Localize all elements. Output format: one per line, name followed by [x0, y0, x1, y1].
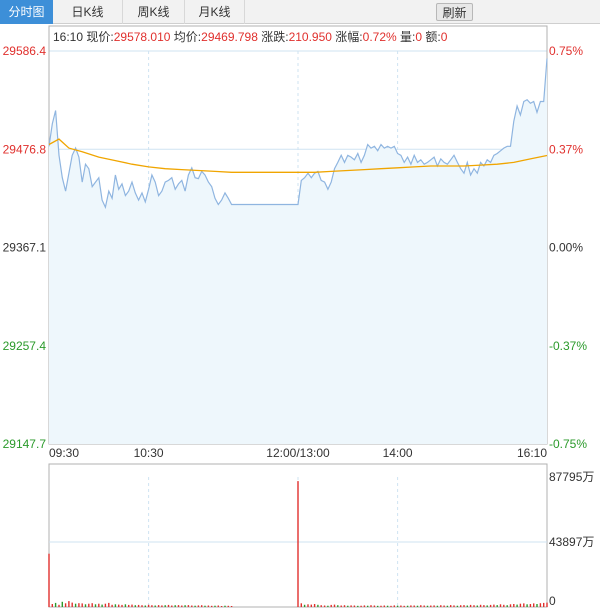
price-value: 29578.010 — [113, 30, 171, 44]
quote-info-bar: 16:10 现价:29578.010 均价:29469.798 涨跌:210.9… — [53, 29, 447, 45]
change-label: 涨跌: — [261, 30, 289, 44]
volume-series — [48, 481, 548, 607]
x-tick-label: 16:10 — [517, 446, 547, 460]
change-value: 210.950 — [288, 30, 332, 44]
pct-value: 0.72% — [362, 30, 397, 44]
avg-value: 29469.798 — [201, 30, 258, 44]
x-tick-label: 12:00/13:00 — [266, 446, 330, 460]
avg-label: 均价: — [173, 30, 202, 44]
tab-intraday[interactable]: 分时图 — [0, 0, 53, 24]
y-tick-right: 0.75% — [549, 44, 583, 58]
y-tick-right: -0.75% — [549, 437, 587, 451]
y-tick-left: 29147.7 — [3, 437, 47, 451]
amount-value: 0 — [440, 30, 448, 44]
quote-time: 16:10 — [53, 30, 84, 44]
pct-label: 涨幅: — [335, 30, 363, 44]
price-label: 现价: — [86, 30, 114, 44]
volume-tick: 43897万 — [549, 535, 594, 549]
y-tick-left: 29586.4 — [3, 44, 47, 58]
volume-tick: 87795万 — [549, 470, 594, 484]
y-tick-right: 0.00% — [549, 241, 583, 255]
y-tick-right: 0.37% — [549, 142, 583, 156]
amount-label: 额: — [425, 30, 441, 44]
price-line — [48, 58, 548, 210]
volume-label: 量: — [400, 30, 416, 44]
volume-value: 0 — [415, 30, 423, 44]
refresh-button[interactable]: 刷新 — [436, 3, 473, 21]
tab-daily-k[interactable]: 日K线 — [53, 0, 123, 24]
x-tick-label: 10:30 — [134, 446, 164, 460]
x-tick-label: 14:00 — [383, 446, 413, 460]
price-series — [48, 58, 548, 444]
axis-labels: 29586.4 29476.8 29367.1 29257.4 29147.7 0.75%… — [3, 44, 595, 608]
y-tick-left: 29367.1 — [3, 241, 47, 255]
avg-price-line — [48, 138, 548, 173]
y-tick-left: 29257.4 — [3, 339, 47, 353]
tab-bar: 分时图 日K线 周K线 月K线 刷新 — [0, 0, 600, 24]
tab-monthly-k[interactable]: 月K线 — [185, 0, 245, 24]
x-tick-label: 09:30 — [49, 446, 79, 460]
y-tick-left: 29476.8 — [3, 142, 47, 156]
y-tick-right: -0.37% — [549, 339, 587, 353]
price-area — [49, 58, 547, 444]
volume-tick: 0 — [549, 594, 556, 608]
tab-weekly-k[interactable]: 周K线 — [123, 0, 185, 24]
